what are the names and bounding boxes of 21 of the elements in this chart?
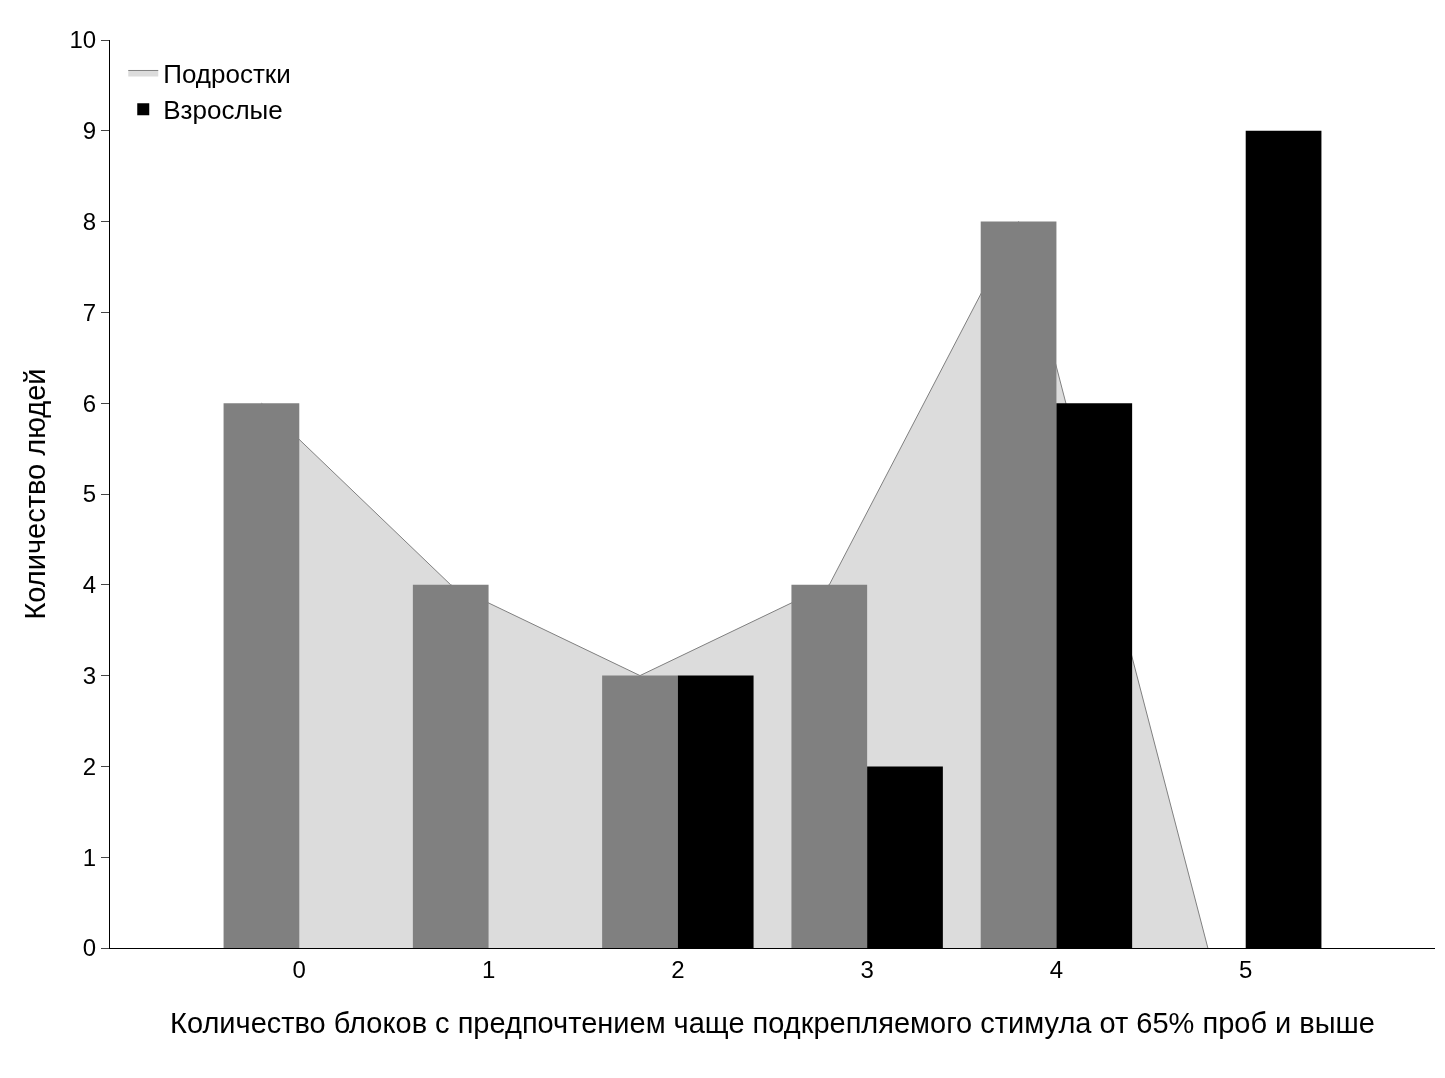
x-tick-label: 5 [1239,955,1253,983]
y-tick-label: 5 [82,480,97,508]
x-tick-label: 4 [1049,955,1064,983]
y-tick-label: 6 [82,389,97,417]
x-axis-title: Количество блоков с предпочтением чаще подкрепляемого стимула от 65% проб и выше [170,1006,1375,1039]
y-tick-label: 0 [82,934,97,962]
y-tick-label: 8 [82,208,97,235]
y-tick-label: 9 [82,117,97,145]
x-tick-label: 0 [292,955,306,983]
y-tick-label: 7 [82,298,97,326]
x-tick-label: 2 [671,955,685,983]
x-tick-label: 3 [860,955,874,983]
y-tick-label: 4 [82,571,97,599]
y-axis-title: Количество людей [18,368,51,620]
y-tick-label: 10 [69,26,97,54]
legend-label: Взрослые [163,95,283,126]
y-tick-label: 2 [82,752,97,780]
x-tick-label: 1 [481,955,496,983]
y-tick-label: 3 [82,662,97,689]
y-tick-label: 1 [82,843,97,871]
legend-label: Подростки [163,58,291,89]
